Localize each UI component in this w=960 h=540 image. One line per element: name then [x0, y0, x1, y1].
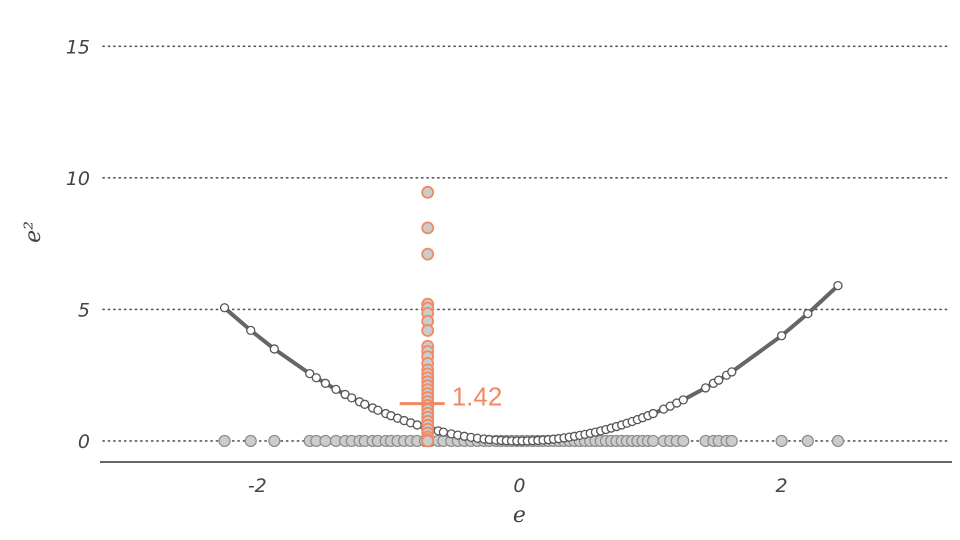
x-axis-title: e: [513, 503, 526, 528]
x-tick-labels: -2 0 2: [248, 475, 788, 497]
projected-point: [421, 247, 435, 261]
mean-value-label: 1.42: [452, 382, 503, 412]
curve-points: [219, 280, 843, 446]
baseline-point: [268, 434, 281, 448]
curve-point: [833, 280, 843, 291]
curve-point: [714, 375, 724, 385]
grid-lines: [102, 45, 951, 442]
curve-point: [219, 303, 230, 313]
curve-point: [246, 325, 256, 336]
curve-point: [438, 427, 449, 437]
curve-point: [347, 393, 357, 403]
curve-point: [648, 408, 658, 419]
projected-point: [421, 434, 435, 448]
curve-point: [776, 331, 787, 341]
baseline-point: [801, 434, 814, 448]
baseline-point: [677, 434, 690, 448]
y-tick-labels: 0 5 10 15: [66, 36, 90, 453]
y-tick-label: 0: [78, 431, 90, 453]
y-tick-label: 10: [66, 168, 90, 190]
projected-point: [421, 221, 435, 235]
y-tick-label: 5: [78, 299, 90, 321]
baseline-point: [831, 434, 845, 448]
curve-point: [700, 383, 711, 393]
baseline-point: [218, 434, 231, 448]
curve-point: [373, 405, 383, 415]
curve-point: [727, 367, 737, 377]
curve-point: [331, 384, 341, 395]
y-tick-label: 15: [66, 36, 90, 58]
projected-point: [421, 185, 435, 199]
curve-point: [803, 308, 813, 319]
curve-point: [678, 395, 688, 405]
curve-point: [360, 399, 370, 409]
y-axis-title: e²: [21, 221, 46, 243]
curve-point: [320, 378, 331, 388]
baseline-point: [725, 434, 738, 448]
baseline-point: [775, 434, 788, 448]
x-tick-label: -2: [248, 475, 267, 497]
curve-point: [269, 344, 279, 354]
projected-point: [421, 324, 435, 337]
x-tick-label: 2: [776, 475, 788, 497]
baseline-point: [319, 434, 332, 448]
baseline-point: [647, 434, 660, 448]
curve-point: [412, 420, 422, 430]
curve-point: [311, 373, 321, 383]
curve-point: [305, 368, 315, 379]
x-tick-label: 0: [513, 475, 525, 497]
projected-points: [421, 185, 435, 448]
baseline-point: [244, 434, 257, 448]
